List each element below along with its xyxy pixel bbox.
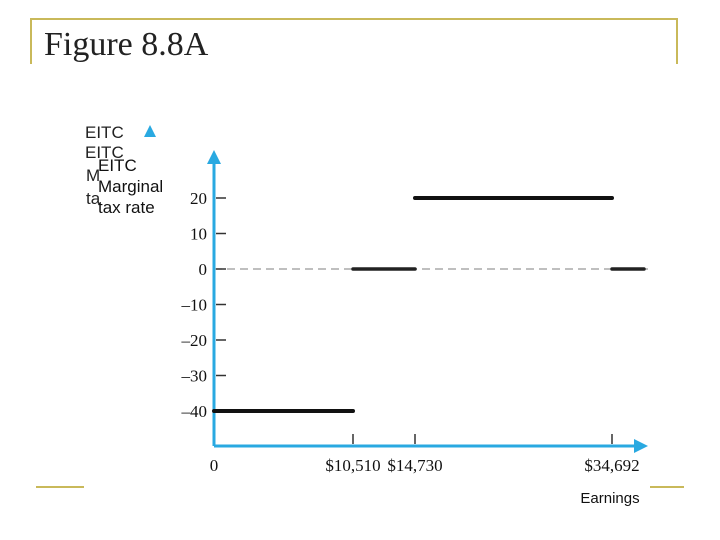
x-axis: [214, 439, 648, 453]
y-tick-label: 0: [199, 260, 208, 279]
y-axis-arrow-icon: [207, 150, 221, 164]
y-axis: [207, 150, 221, 446]
slide-frame-left: [30, 18, 32, 64]
ghost-label-line: M: [86, 166, 100, 185]
x-tick-label: $14,730: [387, 456, 442, 475]
x-tick-label: $34,692: [584, 456, 639, 475]
y-tick-label: –40: [181, 402, 208, 421]
footer-line-left: [36, 486, 84, 488]
ghost-label-line: ta: [86, 189, 101, 208]
y-axis-label-line: tax rate: [98, 198, 155, 217]
x-axis-arrow-icon: [634, 439, 648, 453]
y-ticks: 20 10 0 –10 –20 –30 –40: [181, 189, 226, 421]
slide-frame-right: [676, 18, 678, 64]
y-axis-label-line: Marginal: [98, 177, 163, 196]
x-axis-label: Earnings: [580, 490, 639, 507]
x-tick-label: $10,510: [325, 456, 380, 475]
y-tick-label: –10: [181, 296, 208, 315]
y-tick-label: 20: [190, 189, 207, 208]
y-tick-label: –30: [181, 367, 208, 386]
ghost-label-line: EITC: [85, 143, 124, 162]
slide-frame-top: [30, 18, 678, 20]
y-axis-label-line: EITC: [98, 156, 137, 175]
y-axis-label: EITC Marginal tax rate: [98, 156, 163, 217]
ghost-label-line: EITC: [85, 123, 124, 142]
y-tick-label: –20: [181, 331, 208, 350]
slide-title: Figure 8.8A: [44, 26, 209, 63]
ghost-arrow-icon: [144, 125, 156, 137]
series-segments: [212, 196, 646, 413]
footer-line-right: [650, 486, 684, 488]
y-tick-label: 10: [190, 225, 207, 244]
x-origin-label: 0: [210, 456, 219, 475]
x-ticks: $10,510 $14,730 $34,692: [325, 434, 640, 475]
